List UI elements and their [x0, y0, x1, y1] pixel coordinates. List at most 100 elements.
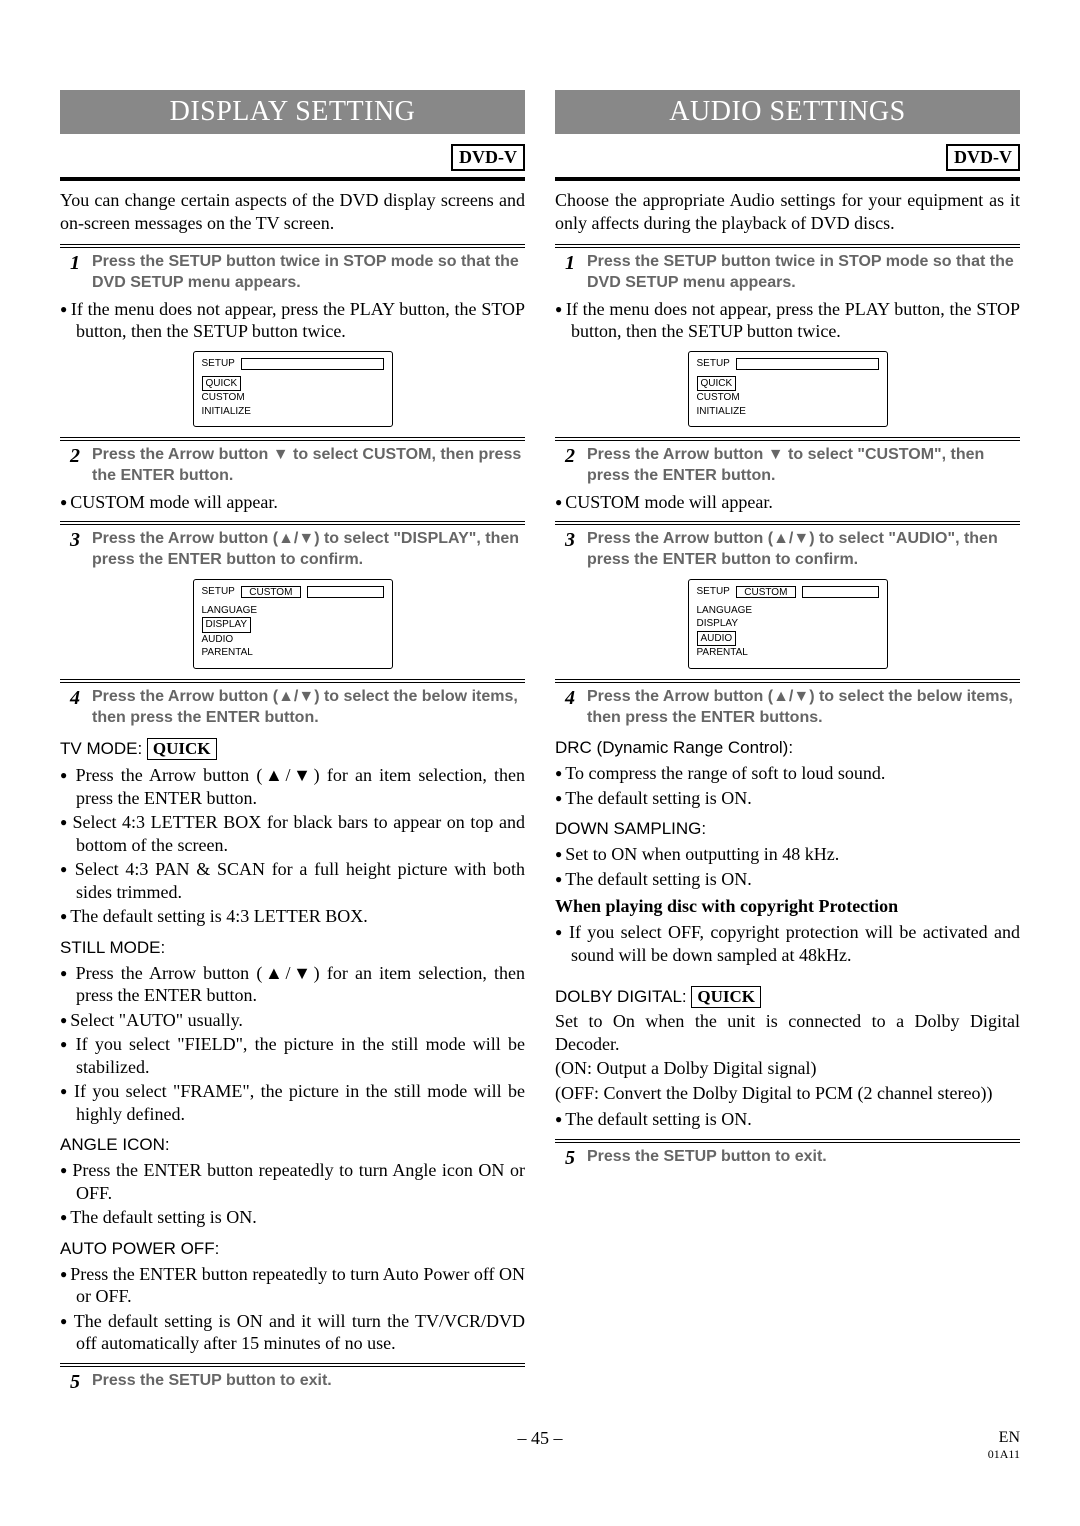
down-sampling-heading: DOWN SAMPLING:: [555, 819, 1020, 839]
dolby-pre: Set to On when the unit is connected to …: [555, 1010, 1020, 1055]
step-4: 4 Press the Arrow button (▲/▼) to select…: [555, 687, 1020, 729]
step-number: 5: [60, 1371, 80, 1394]
step-3: 3 Press the Arrow button (▲/▼) to select…: [555, 529, 1020, 571]
list-item: The default setting is ON.: [60, 1206, 525, 1229]
step-5: 5 Press the SETUP button to exit.: [555, 1147, 1020, 1170]
note-text: If the menu does not appear, press the P…: [60, 298, 525, 343]
step-text: Press the SETUP button twice in STOP mod…: [587, 252, 1020, 294]
dolby-digital-heading: DOLBY DIGITAL: QUICK: [555, 986, 1020, 1008]
list-item: Press the Arrow button (▲/▼) for an item…: [60, 962, 525, 1007]
step-text: Press the Arrow button (▲/▼) to select t…: [92, 687, 525, 729]
step-text: Press the Arrow button ▼ to select "CUST…: [587, 445, 1020, 487]
step-divider: [555, 437, 1020, 441]
list-item: The default setting is ON and it will tu…: [60, 1310, 525, 1355]
step-divider: [60, 437, 525, 441]
quick-badge: QUICK: [147, 738, 217, 760]
step-1: 1 Press the SETUP button twice in STOP m…: [60, 252, 525, 294]
list-item: The default setting is 4:3 LETTER BOX.: [60, 905, 525, 928]
osd-setup-menu: SETUP QUICK CUSTOM INITIALIZE: [688, 351, 888, 428]
angle-icon-heading: ANGLE ICON:: [60, 1135, 525, 1155]
step-text: Press the Arrow button (▲/▼) to select "…: [92, 529, 525, 571]
osd-field-label: CUSTOM: [241, 586, 301, 598]
step-divider: [555, 521, 1020, 525]
list-item: The default setting is ON.: [555, 787, 1020, 810]
osd-field: [307, 586, 384, 598]
step-2-note: CUSTOM mode will appear.: [60, 491, 525, 514]
list-item: If you select "FRAME", the picture in th…: [60, 1080, 525, 1125]
list-item: To compress the range of soft to loud so…: [555, 762, 1020, 785]
osd-field: [802, 586, 879, 598]
osd-item-initialize: INITIALIZE: [697, 405, 879, 419]
list-item: Press the ENTER button repeatedly to tur…: [60, 1263, 525, 1308]
dolby-list: The default setting is ON.: [555, 1108, 1020, 1131]
dolby-on: (ON: Output a Dolby Digital signal): [555, 1057, 1020, 1080]
osd-custom-menu: SETUP CUSTOM LANGUAGE DISPLAY AUDIO PARE…: [688, 579, 888, 669]
display-setting-banner: DISPLAY SETTING: [60, 90, 525, 134]
step-divider: [60, 521, 525, 525]
badge-row: DVD-V: [60, 144, 525, 171]
left-column: DISPLAY SETTING DVD-V You can change cer…: [60, 90, 525, 1398]
step-3: 3 Press the Arrow button (▲/▼) to select…: [60, 529, 525, 571]
step-divider: [60, 244, 525, 248]
right-intro: Choose the appropriate Audio settings fo…: [555, 189, 1020, 234]
list-item: The default setting is ON.: [555, 1108, 1020, 1131]
step-number: 5: [555, 1147, 575, 1170]
dolby-off: (OFF: Convert the Dolby Digital to PCM (…: [555, 1082, 1020, 1105]
step-1-note: If the menu does not appear, press the P…: [555, 298, 1020, 343]
drc-list: To compress the range of soft to loud so…: [555, 762, 1020, 809]
tv-mode-heading: TV MODE: QUICK: [60, 738, 525, 760]
left-intro: You can change certain aspects of the DV…: [60, 189, 525, 234]
page-number: – 45 –: [60, 1428, 1020, 1449]
osd-title: SETUP: [202, 586, 235, 597]
footer-code: 01A11: [988, 1447, 1020, 1461]
list-item: Press the ENTER button repeatedly to tur…: [60, 1159, 525, 1204]
subhead-label: TV MODE:: [60, 739, 142, 758]
step-2: 2 Press the Arrow button ▼ to select CUS…: [60, 445, 525, 487]
badge-row: DVD-V: [555, 144, 1020, 171]
osd-field: [736, 358, 879, 370]
osd-item-quick: QUICK: [202, 376, 242, 392]
step-text: Press the Arrow button (▲/▼) to select "…: [587, 529, 1020, 571]
copyright-bold-line: When playing disc with copyright Protect…: [555, 896, 1020, 917]
step-divider: [555, 1139, 1020, 1143]
down-sampling-list: Set to ON when outputting in 48 kHz. The…: [555, 843, 1020, 890]
dvd-v-badge: DVD-V: [946, 144, 1020, 171]
osd-item-audio: AUDIO: [697, 631, 737, 647]
step-number: 2: [60, 445, 80, 487]
divider: [60, 177, 525, 181]
osd-field-label: CUSTOM: [736, 586, 796, 598]
down-sampling-list-2: If you select OFF, copyright protection …: [555, 921, 1020, 966]
still-mode-heading: STILL MODE:: [60, 938, 525, 958]
osd-title: SETUP: [697, 586, 730, 597]
step-4: 4 Press the Arrow button (▲/▼) to select…: [60, 687, 525, 729]
osd-item-language: LANGUAGE: [202, 604, 384, 618]
osd-item-display: DISPLAY: [202, 617, 252, 633]
step-divider: [555, 244, 1020, 248]
list-item: Select "AUTO" usually.: [60, 1009, 525, 1032]
subhead-label: DOLBY DIGITAL:: [555, 987, 687, 1006]
osd-title: SETUP: [697, 358, 730, 369]
quick-badge: QUICK: [691, 986, 761, 1008]
right-column: AUDIO SETTINGS DVD-V Choose the appropri…: [555, 90, 1020, 1398]
still-mode-list: Press the Arrow button (▲/▼) for an item…: [60, 962, 525, 1126]
list-item: Select 4:3 LETTER BOX for black bars to …: [60, 811, 525, 856]
step-divider: [555, 679, 1020, 683]
osd-item-parental: PARENTAL: [202, 646, 384, 660]
osd-item-display: DISPLAY: [697, 617, 879, 631]
footer-lang: EN: [988, 1428, 1020, 1447]
page-columns: DISPLAY SETTING DVD-V You can change cer…: [60, 90, 1020, 1398]
osd-title: SETUP: [202, 358, 235, 369]
angle-icon-list: Press the ENTER button repeatedly to tur…: [60, 1159, 525, 1229]
step-5: 5 Press the SETUP button to exit.: [60, 1371, 525, 1394]
osd-custom-menu: SETUP CUSTOM LANGUAGE DISPLAY AUDIO PARE…: [193, 579, 393, 669]
step-number: 2: [555, 445, 575, 487]
list-item: If you select OFF, copyright protection …: [555, 921, 1020, 966]
step-divider: [60, 679, 525, 683]
step-text: Press the SETUP button twice in STOP mod…: [92, 252, 525, 294]
footer-right: EN 01A11: [988, 1428, 1020, 1462]
osd-item-initialize: INITIALIZE: [202, 405, 384, 419]
osd-item-parental: PARENTAL: [697, 646, 879, 660]
step-2: 2 Press the Arrow button ▼ to select "CU…: [555, 445, 1020, 487]
osd-item-custom: CUSTOM: [697, 391, 879, 405]
step-number: 3: [60, 529, 80, 571]
